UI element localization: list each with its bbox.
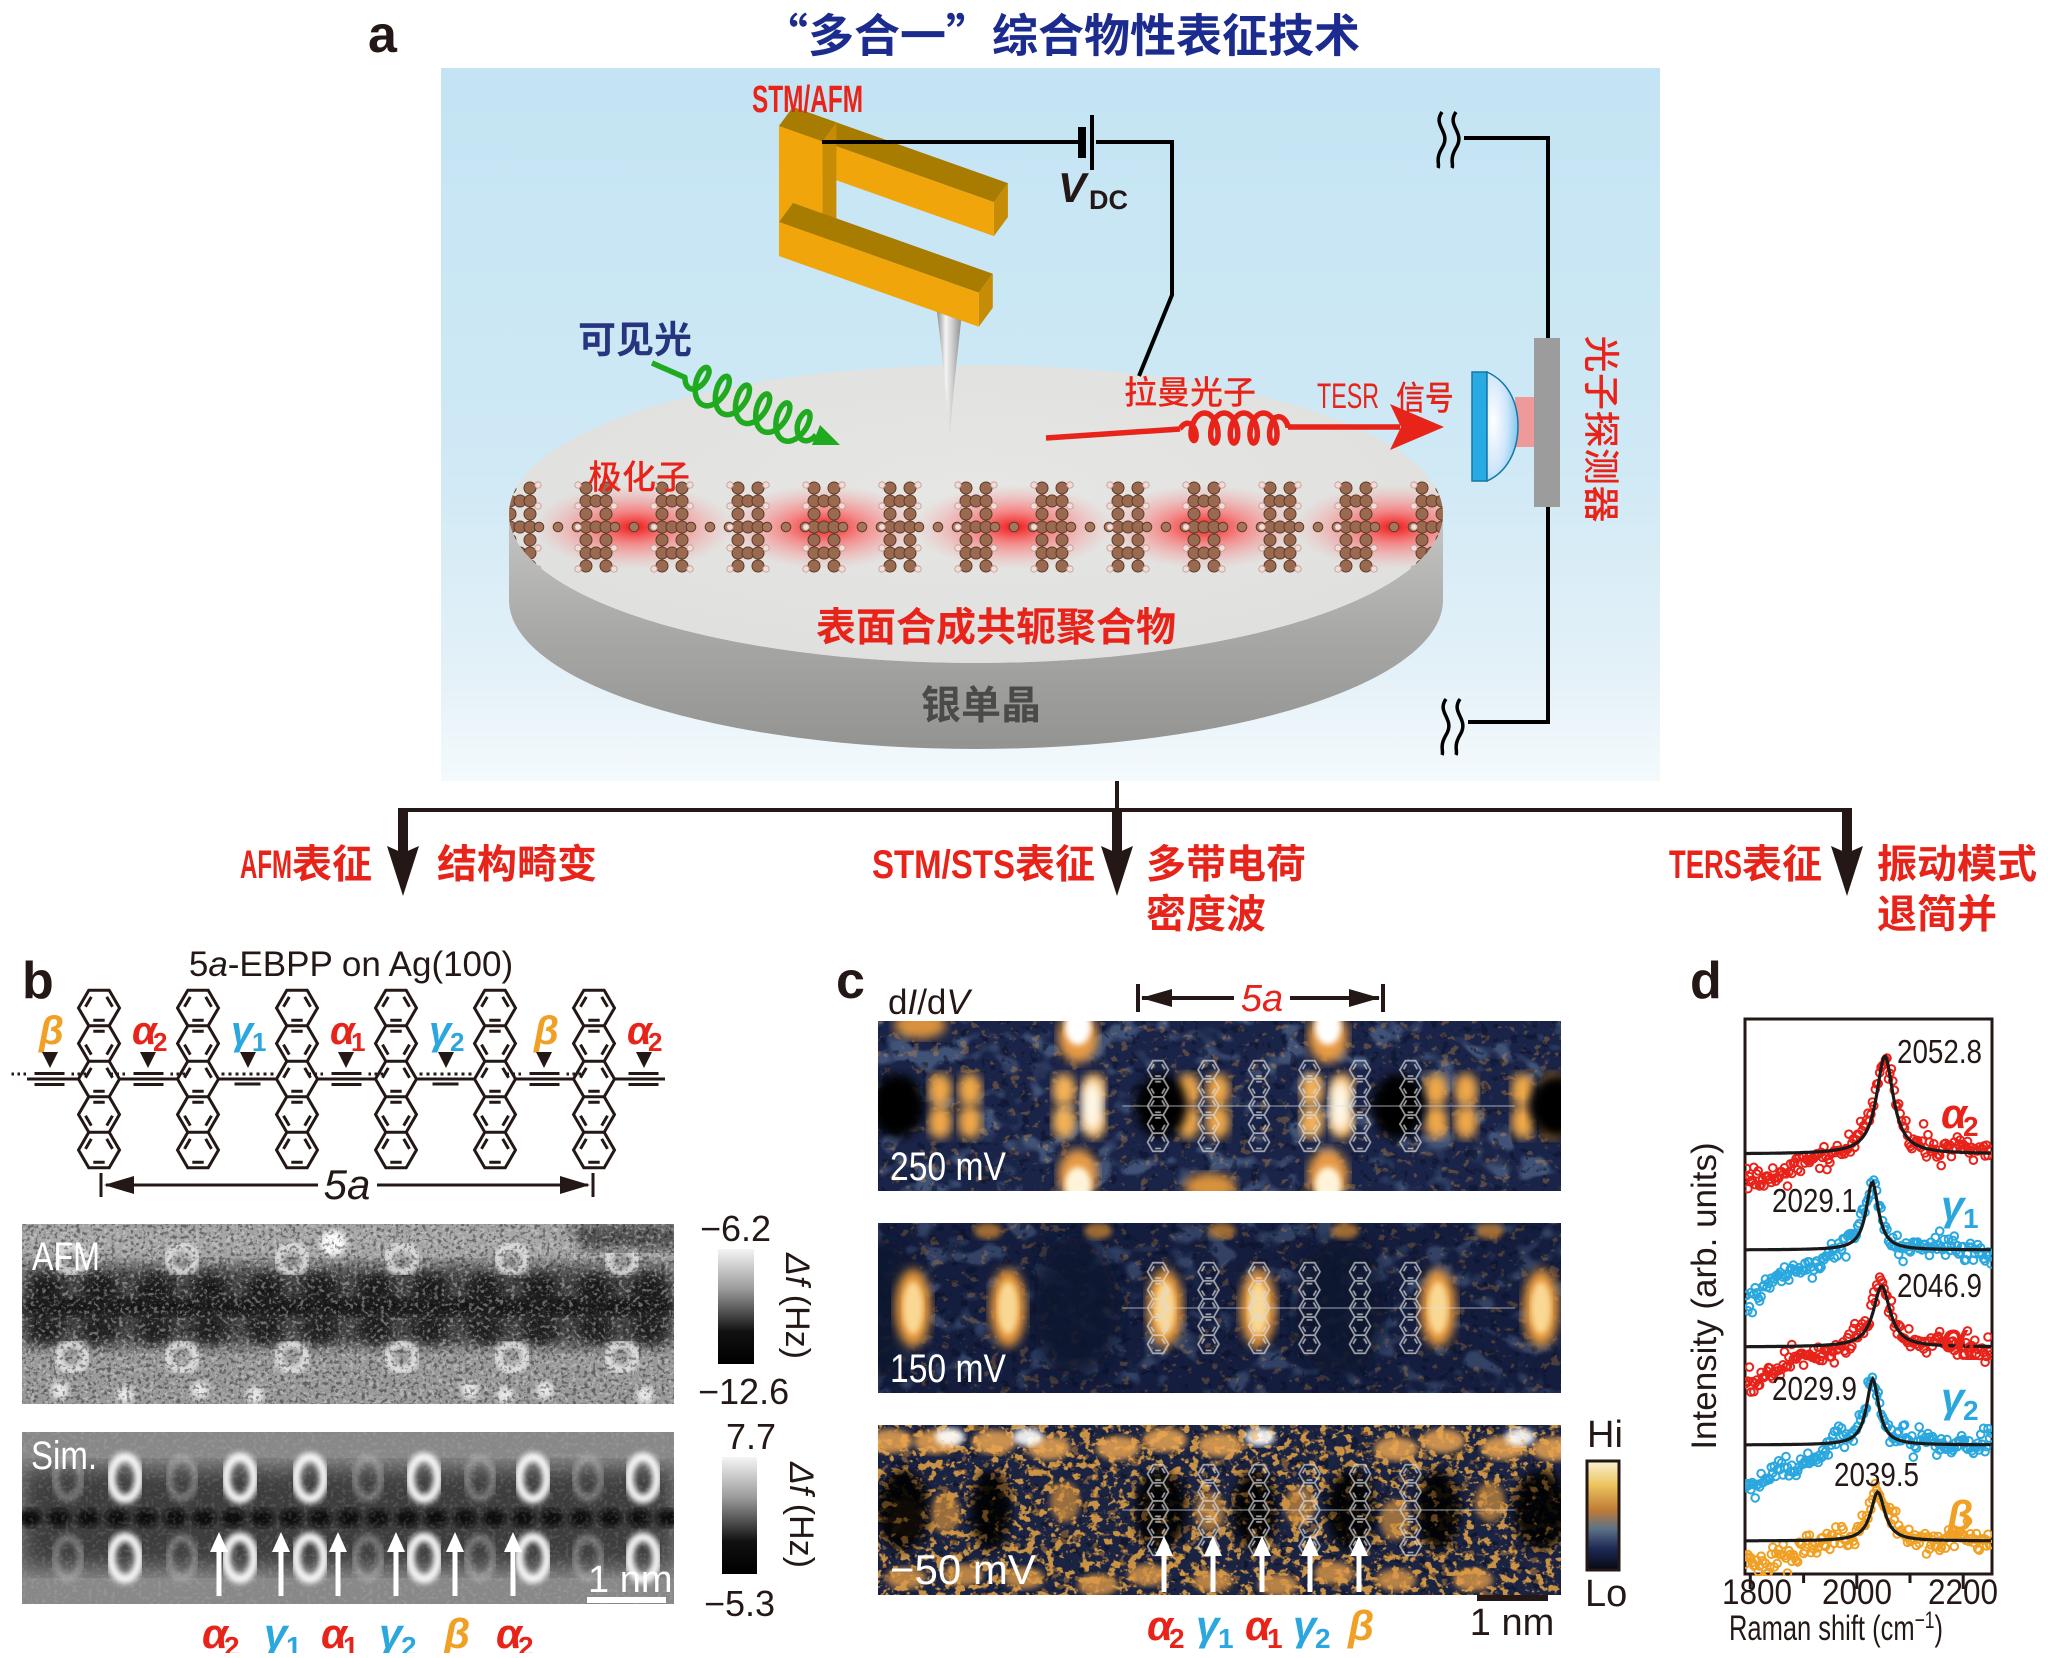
svg-text:V: V: [1058, 164, 1089, 211]
svg-text:α: α: [496, 1610, 524, 1653]
svg-text:5a: 5a: [1241, 978, 1283, 1020]
svg-text:2029.9: 2029.9: [1772, 1370, 1857, 1407]
svg-text:γ: γ: [264, 1610, 290, 1653]
svg-text:Δf (Hz): Δf (Hz): [778, 1252, 816, 1359]
svg-text:α: α: [1941, 1090, 1969, 1137]
svg-text:1: 1: [343, 1631, 359, 1653]
svg-text:β: β: [443, 1610, 470, 1653]
svg-text:γ: γ: [1196, 1602, 1222, 1649]
svg-text:1 nm: 1 nm: [1470, 1602, 1554, 1644]
svg-text:c: c: [836, 952, 865, 1010]
svg-text:β: β: [38, 1009, 64, 1053]
svg-text:1: 1: [1267, 1623, 1283, 1653]
svg-text:γ: γ: [1941, 1374, 1967, 1421]
svg-text:α: α: [1941, 1314, 1969, 1361]
svg-text:STM/AFM: STM/AFM: [752, 79, 863, 121]
svg-text:Raman shift (cm−1): Raman shift (cm−1): [1729, 1607, 1943, 1648]
svg-text:1800: 1800: [1722, 1573, 1792, 1612]
svg-text:Sim.: Sim.: [31, 1434, 97, 1478]
svg-text:Intensity (arb. units): Intensity (arb. units): [1685, 1142, 1724, 1449]
svg-text:−6.2: −6.2: [700, 1208, 771, 1249]
svg-text:α: α: [627, 1009, 654, 1053]
svg-text:1: 1: [1963, 1203, 1979, 1234]
svg-text:α: α: [202, 1610, 230, 1653]
svg-text:STM/STS: STM/STS: [872, 843, 1015, 887]
svg-text:2: 2: [1963, 1111, 1979, 1142]
svg-text:2039.5: 2039.5: [1834, 1456, 1919, 1493]
svg-text:−12.6: −12.6: [698, 1371, 789, 1412]
svg-text:TESR: TESR: [1317, 377, 1379, 416]
svg-text:d: d: [1690, 952, 1722, 1010]
svg-text:γ: γ: [379, 1610, 405, 1653]
svg-text:β: β: [1347, 1602, 1374, 1649]
svg-text:γ: γ: [231, 1009, 256, 1053]
svg-text:2: 2: [224, 1631, 240, 1653]
svg-text:Hi: Hi: [1587, 1414, 1623, 1456]
svg-text:−50 mV: −50 mV: [890, 1546, 1036, 1593]
svg-text:2: 2: [450, 1027, 464, 1057]
svg-text:γ: γ: [1293, 1602, 1319, 1649]
svg-text:2046.9: 2046.9: [1897, 1267, 1982, 1304]
svg-text:2200: 2200: [1928, 1573, 1998, 1612]
svg-text:1: 1: [351, 1027, 365, 1057]
svg-text:2029.1: 2029.1: [1772, 1182, 1857, 1219]
svg-text:β: β: [533, 1009, 559, 1053]
svg-text:1: 1: [286, 1631, 302, 1653]
svg-text:β: β: [1946, 1492, 1973, 1539]
svg-text:α: α: [1147, 1602, 1175, 1649]
svg-text:AFM: AFM: [240, 843, 292, 887]
svg-text:AFM: AFM: [32, 1235, 100, 1279]
svg-text:−5.3: −5.3: [704, 1583, 775, 1624]
svg-text:α: α: [132, 1009, 159, 1053]
svg-text:γ: γ: [1941, 1182, 1967, 1229]
svg-text:150 mV: 150 mV: [890, 1347, 1006, 1391]
svg-text:5a-EBPP on Ag(100): 5a-EBPP on Ag(100): [189, 945, 513, 984]
svg-text:Lo: Lo: [1585, 1573, 1627, 1615]
svg-text:dI/dV: dI/dV: [888, 983, 973, 1022]
svg-text:α: α: [1245, 1602, 1273, 1649]
svg-text:TERS: TERS: [1669, 843, 1742, 887]
svg-text:2000: 2000: [1822, 1573, 1892, 1612]
svg-text:a: a: [368, 6, 398, 64]
svg-text:2: 2: [1963, 1395, 1979, 1426]
svg-text:2: 2: [648, 1027, 662, 1057]
svg-text:2052.8: 2052.8: [1897, 1033, 1982, 1070]
svg-text:DC: DC: [1089, 185, 1128, 215]
svg-text:2: 2: [401, 1631, 417, 1653]
svg-text:5a: 5a: [324, 1161, 371, 1208]
svg-text:γ: γ: [429, 1009, 454, 1053]
svg-text:Δf (Hz): Δf (Hz): [782, 1461, 820, 1568]
svg-text:1: 1: [1218, 1623, 1234, 1653]
svg-text:2: 2: [153, 1027, 167, 1057]
svg-text:2: 2: [518, 1631, 534, 1653]
svg-text:α: α: [330, 1009, 357, 1053]
svg-text:b: b: [22, 952, 54, 1010]
svg-text:2: 2: [1315, 1623, 1331, 1653]
svg-text:1: 1: [1963, 1335, 1979, 1366]
svg-text:2: 2: [1169, 1623, 1185, 1653]
svg-text:7.7: 7.7: [726, 1416, 776, 1457]
svg-text:1: 1: [252, 1027, 266, 1057]
svg-text:α: α: [321, 1610, 349, 1653]
svg-text:250 mV: 250 mV: [890, 1145, 1006, 1189]
svg-text:1 nm: 1 nm: [588, 1559, 672, 1601]
